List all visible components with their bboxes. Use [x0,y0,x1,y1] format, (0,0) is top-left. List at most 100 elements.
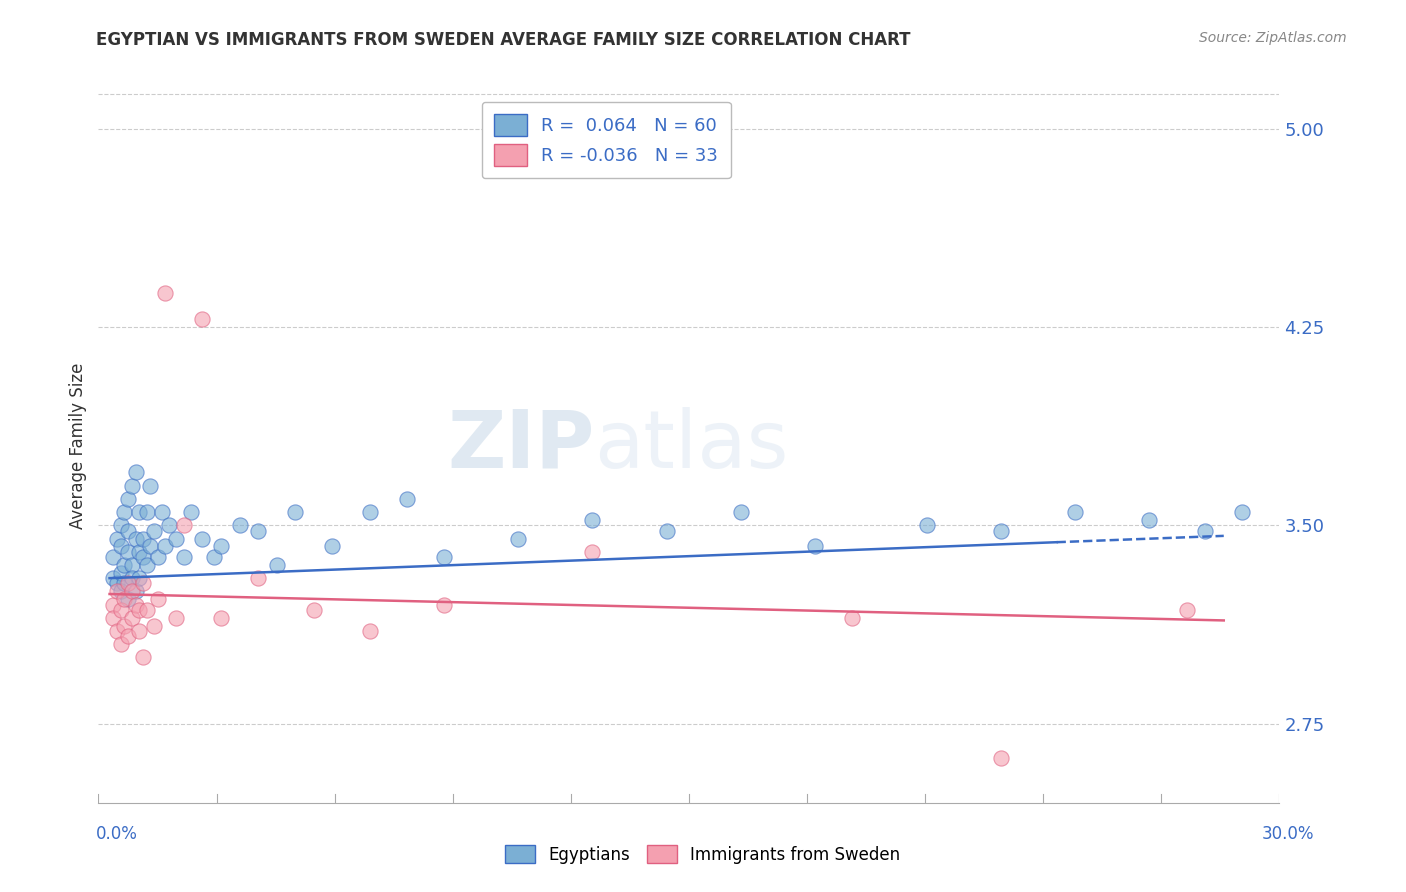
Point [359,505,381,519]
Point [128,545,150,559]
Point [202,549,225,564]
Legend: R =  0.064   N = 60, R = -0.036   N = 33: R = 0.064 N = 60, R = -0.036 N = 33 [482,102,731,178]
Point [581,513,603,527]
Point [112,558,135,572]
Point [165,611,187,625]
Point [132,576,155,591]
Point [359,624,381,638]
Point [117,576,139,591]
Point [121,571,143,585]
Point [990,524,1012,538]
Point [139,540,162,554]
Point [121,611,143,625]
Point [110,540,132,554]
Point [155,540,177,554]
Point [1232,505,1254,519]
Point [124,584,146,599]
Point [121,478,143,492]
Point [990,751,1012,765]
Point [103,549,125,564]
Text: Source: ZipAtlas.com: Source: ZipAtlas.com [1199,31,1347,45]
Point [1194,524,1216,538]
Point [143,618,166,632]
Text: ZIP: ZIP [447,407,595,485]
Point [1139,513,1161,527]
Point [804,540,827,554]
Text: 30.0%: 30.0% [1263,825,1315,843]
Point [915,518,938,533]
Point [110,584,132,599]
Point [143,524,166,538]
Point [841,611,863,625]
Point [433,598,456,612]
Point [284,505,307,519]
Point [155,285,177,300]
Point [433,549,456,564]
Point [209,611,232,625]
Point [103,571,125,585]
Point [117,629,139,643]
Point [128,571,150,585]
Point [135,603,157,617]
Point [128,603,150,617]
Point [117,592,139,607]
Point [112,505,135,519]
Point [506,532,529,546]
Point [135,558,157,572]
Point [105,532,128,546]
Point [191,532,214,546]
Text: atlas: atlas [595,407,789,485]
Point [1175,603,1198,617]
Point [191,312,214,326]
Point [266,558,288,572]
Point [110,637,132,651]
Text: EGYPTIAN VS IMMIGRANTS FROM SWEDEN AVERAGE FAMILY SIZE CORRELATION CHART: EGYPTIAN VS IMMIGRANTS FROM SWEDEN AVERA… [96,31,910,49]
Point [124,598,146,612]
Point [124,466,146,480]
Point [112,592,135,607]
Legend: Egyptians, Immigrants from Sweden: Egyptians, Immigrants from Sweden [499,838,907,871]
Point [247,571,270,585]
Point [112,618,135,632]
Point [105,624,128,638]
Point [132,650,155,665]
Point [139,478,162,492]
Point [157,518,180,533]
Point [302,603,325,617]
Point [581,545,603,559]
Point [132,549,155,564]
Point [150,505,173,519]
Point [117,491,139,506]
Point [146,549,169,564]
Point [121,584,143,599]
Point [105,576,128,591]
Point [655,524,678,538]
Point [247,524,270,538]
Point [228,518,250,533]
Point [132,532,155,546]
Point [165,532,187,546]
Point [128,624,150,638]
Point [173,549,195,564]
Point [103,598,125,612]
Point [173,518,195,533]
Point [117,524,139,538]
Point [105,584,128,599]
Point [209,540,232,554]
Point [103,611,125,625]
Point [110,603,132,617]
Point [112,576,135,591]
Point [124,532,146,546]
Point [128,505,150,519]
Point [110,566,132,580]
Text: 0.0%: 0.0% [96,825,138,843]
Point [1064,505,1087,519]
Point [146,592,169,607]
Point [135,505,157,519]
Point [730,505,752,519]
Point [121,558,143,572]
Point [180,505,202,519]
Point [321,540,343,554]
Point [117,545,139,559]
Y-axis label: Average Family Size: Average Family Size [69,363,87,529]
